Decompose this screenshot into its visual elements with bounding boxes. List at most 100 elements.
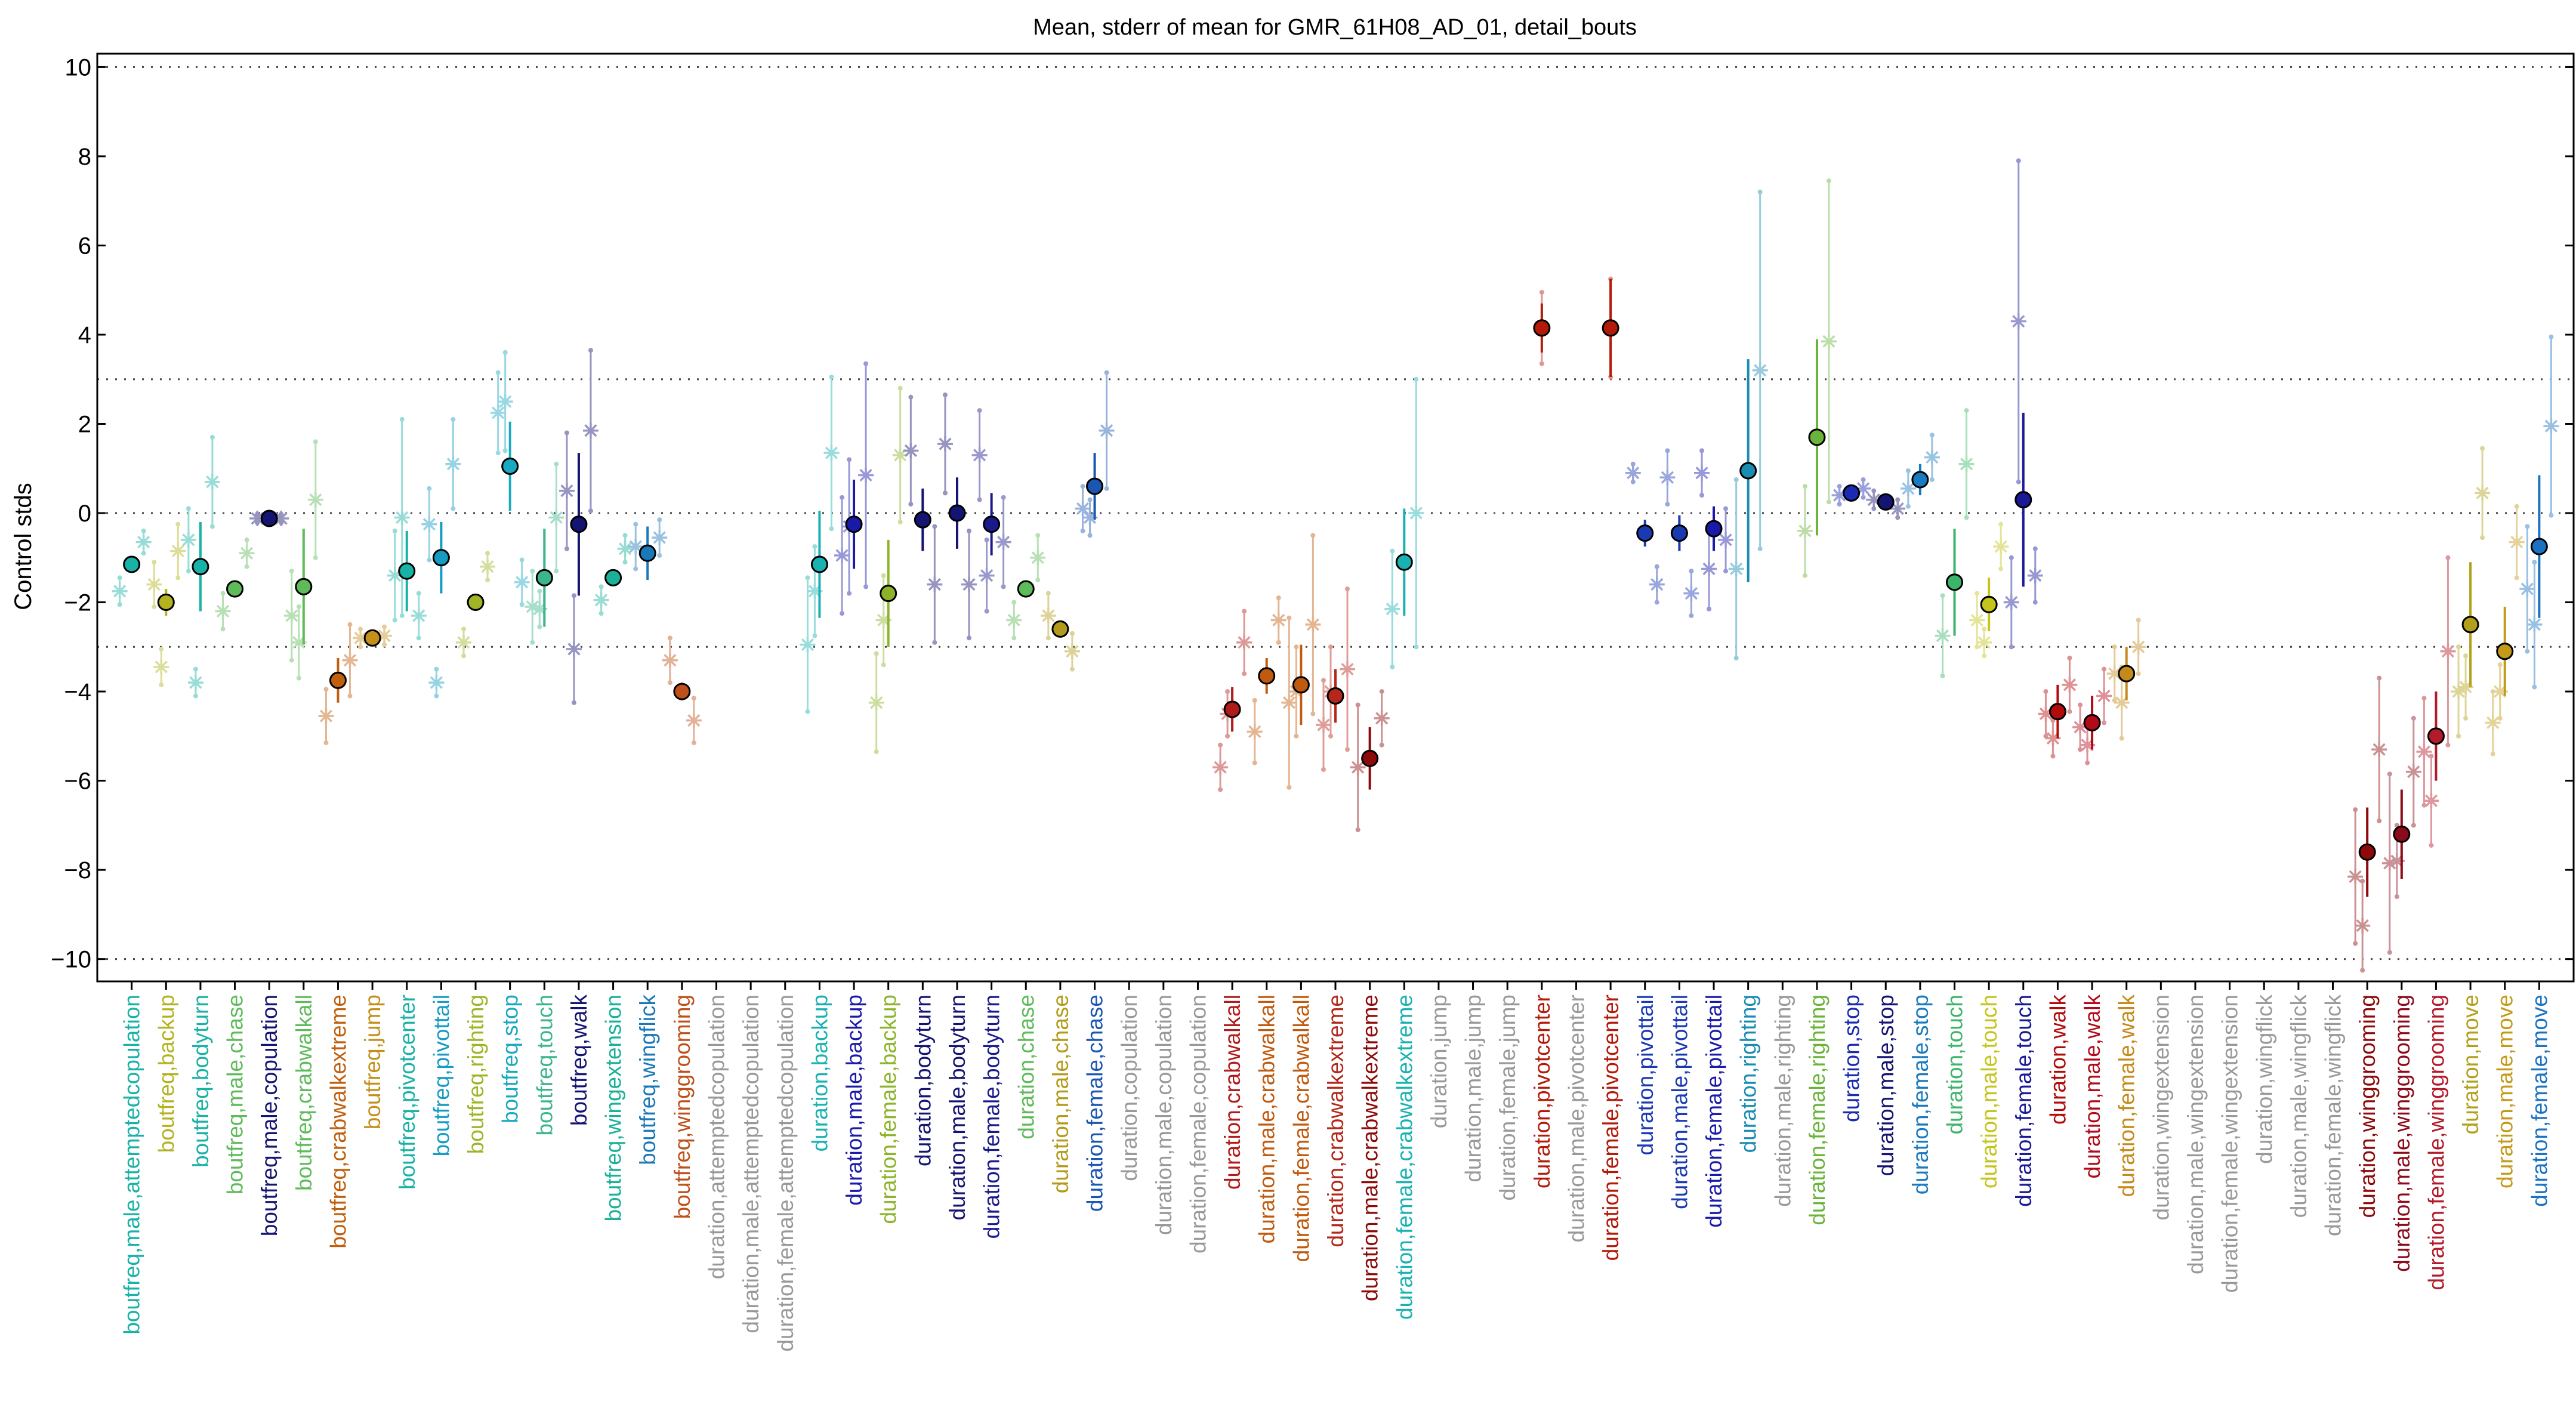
replicate-error-cap [2377, 675, 2382, 681]
replicate-marker-stroke [1248, 725, 1261, 738]
x-tick-label: boutfreq,wingextension [601, 995, 626, 1222]
y-tick-label: −8 [64, 857, 91, 884]
y-tick-label: −10 [51, 947, 91, 973]
replicate-marker [1752, 362, 1768, 378]
replicate-marker [628, 539, 644, 555]
replicate-error-cap [1242, 671, 1247, 677]
mean-marker [501, 458, 519, 475]
replicate-marker-stroke [1822, 335, 1835, 348]
replicate-marker-stroke [499, 395, 512, 408]
replicate-marker [1384, 601, 1400, 617]
replicate-error-cap [1940, 593, 1945, 598]
mean-marker [2427, 727, 2445, 745]
replicate-marker [215, 603, 231, 619]
replicate-marker-stroke [1341, 663, 1354, 676]
replicate-error-cap [1837, 502, 1842, 507]
replicate-marker-stroke [1798, 524, 1812, 538]
replicate-marker [394, 509, 410, 526]
replicate-marker [971, 447, 988, 463]
replicate-marker [858, 467, 874, 483]
replicate-error-cap [932, 640, 937, 645]
replicate-error-cap [1225, 733, 1230, 739]
replicate-marker-stroke [2486, 716, 2500, 729]
replicate-error-cap [622, 560, 628, 565]
replicate-error-cap [1045, 591, 1051, 596]
replicate-marker [1374, 710, 1390, 726]
x-tick-label: duration,male,walk [2080, 995, 2105, 1179]
replicate-marker-stroke [1867, 493, 1880, 507]
replicate-error-cap [530, 569, 535, 574]
replicate-error-cap [502, 448, 508, 453]
y-tick-label: 10 [65, 54, 92, 81]
replicate-marker [249, 510, 266, 526]
replicate-marker [1969, 612, 1985, 628]
x-tick-label: duration,move [2458, 995, 2483, 1134]
replicate-error-cap [2463, 653, 2469, 659]
replicate-marker [2062, 677, 2078, 693]
replicate-marker-stroke [1651, 578, 1664, 591]
x-tick-label: duration,wingflick [2252, 995, 2276, 1164]
replicate-error-cap [691, 696, 696, 701]
replicate-marker [112, 583, 128, 599]
replicate-marker-stroke [1695, 467, 1708, 480]
replicate-marker-stroke [1409, 507, 1423, 520]
mean-marker [880, 585, 897, 603]
replicate-error-cap [2387, 950, 2392, 955]
replicate-marker [497, 394, 513, 410]
replicate-error-cap [2480, 535, 2485, 541]
replicate-marker-stroke [2417, 745, 2431, 758]
replicate-error-cap [416, 591, 421, 596]
replicate-marker [180, 532, 196, 548]
x-tick-label: duration,female,jump [1495, 995, 1520, 1201]
x-tick-label: boutfreq,backup [154, 995, 178, 1153]
replicate-error-cap [1345, 586, 1350, 592]
replicate-marker-stroke [492, 406, 505, 419]
replicate-error-cap [347, 693, 353, 699]
replicate-error-cap [220, 626, 226, 632]
replicate-marker [2526, 616, 2543, 632]
replicate-marker [823, 445, 840, 461]
x-tick-label: boutfreq,jump [360, 995, 385, 1129]
replicate-error-cap [347, 622, 353, 627]
replicate-marker [2003, 594, 2019, 610]
replicate-error-cap [2067, 709, 2072, 714]
replicate-marker [2423, 793, 2439, 809]
replicate-marker [2106, 666, 2122, 682]
replicate-marker-stroke [481, 560, 494, 573]
replicate-error-cap [1310, 533, 1316, 538]
replicate-marker [1408, 505, 1424, 521]
mean-marker [2358, 843, 2376, 861]
replicate-marker [1649, 576, 1665, 592]
replicate-marker-stroke [584, 424, 597, 437]
replicate-error-cap [2043, 689, 2049, 694]
replicate-error-cap [1539, 289, 1544, 295]
replicate-marker [559, 483, 575, 499]
replicate-marker-stroke [343, 654, 357, 667]
replicate-marker-stroke [1007, 613, 1020, 627]
replicate-marker-stroke [1627, 467, 1640, 480]
replicate-marker-stroke [928, 578, 941, 591]
replicate-marker [428, 675, 445, 691]
replicate-error-cap [159, 682, 164, 687]
replicate-error-cap [1355, 702, 1361, 708]
replicate-marker-stroke [1272, 613, 1285, 627]
x-tick-label: duration,female,bodyturn [980, 995, 1004, 1239]
replicate-error-cap [588, 508, 593, 514]
replicate-error-cap [1733, 477, 1739, 482]
replicate-error-cap [1895, 497, 1901, 502]
x-tick-label: duration,male,move [2493, 995, 2518, 1188]
x-tick-label: boutfreq,crabwalkall [292, 995, 316, 1191]
replicate-error-cap [2532, 684, 2537, 690]
replicate-error-cap [1871, 506, 1877, 511]
replicate-marker [1006, 612, 1022, 628]
replicate-marker-stroke [1891, 502, 1904, 515]
replicate-marker-stroke [1375, 712, 1389, 725]
replicate-error-cap [874, 651, 879, 656]
replicate-marker-stroke [2373, 743, 2386, 756]
replicate-error-cap [564, 546, 569, 551]
replicate-error-cap [186, 506, 191, 511]
replicate-marker [582, 422, 599, 438]
replicate-error-cap [2050, 754, 2056, 759]
mean-marker [914, 511, 931, 529]
reference-lines [97, 66, 2574, 961]
